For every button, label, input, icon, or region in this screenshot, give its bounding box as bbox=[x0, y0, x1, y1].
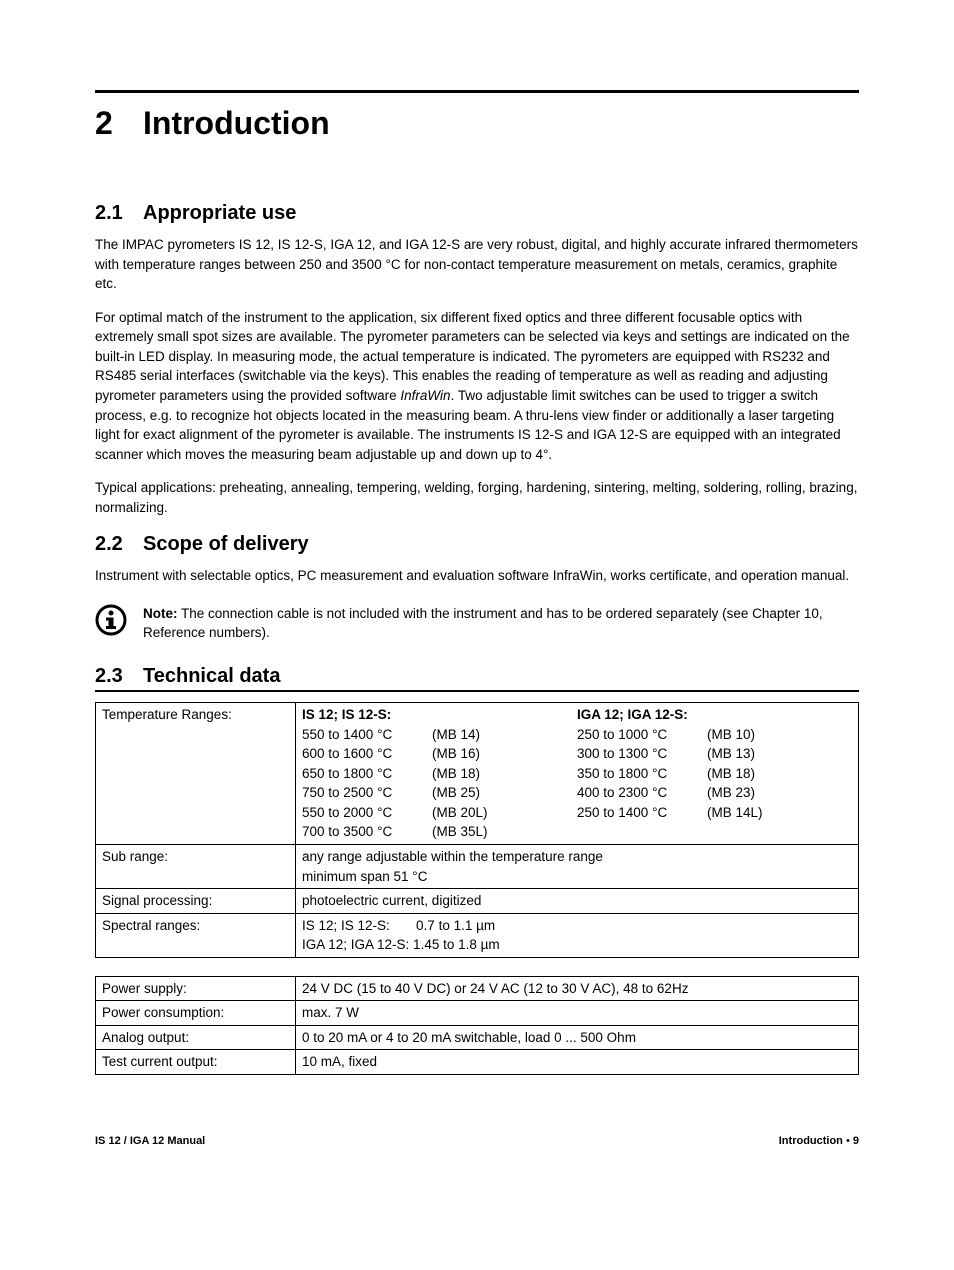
section-2-1-heading: 2.1Appropriate use bbox=[95, 202, 859, 225]
section-2-3-heading: 2.3Technical data bbox=[95, 665, 859, 692]
table-row: Test current output: 10 mA, fixed bbox=[96, 1050, 859, 1075]
footer-right: Introduction • 9 bbox=[779, 1135, 859, 1147]
spec-label: Analog output: bbox=[96, 1025, 296, 1050]
table-row: Sub range: any range adjustable within t… bbox=[96, 844, 859, 888]
section-title: Appropriate use bbox=[143, 202, 296, 224]
paragraph: The IMPAC pyrometers IS 12, IS 12-S, IGA… bbox=[95, 235, 859, 294]
section-title: Technical data bbox=[143, 665, 280, 687]
table-row: Spectral ranges: IS 12; IS 12-S: 0.7 to … bbox=[96, 913, 859, 957]
spec-line: IS 12; IS 12-S: 0.7 to 1.1 µm bbox=[302, 916, 852, 936]
range-row: 550 to 2000 °C(MB 20L) bbox=[302, 803, 577, 823]
range-temp: 750 to 2500 °C bbox=[302, 783, 432, 803]
spec-value: photoelectric current, digitized bbox=[296, 889, 859, 914]
range-row: 300 to 1300 °C(MB 13) bbox=[577, 744, 852, 764]
info-icon bbox=[95, 604, 127, 636]
spec-line: IGA 12; IGA 12-S: 1.45 to 1.8 µm bbox=[302, 935, 852, 955]
note-block: Note: The connection cable is not includ… bbox=[95, 604, 859, 643]
spec-label: Sub range: bbox=[96, 844, 296, 888]
spec-label: Signal processing: bbox=[96, 889, 296, 914]
range-row: 650 to 1800 °C(MB 18) bbox=[302, 764, 577, 784]
software-name: InfraWin bbox=[400, 388, 450, 403]
range-temp: 300 to 1300 °C bbox=[577, 744, 707, 764]
chapter-heading: 2Introduction bbox=[95, 105, 859, 142]
technical-data-table-1: Temperature Ranges: IS 12; IS 12-S: 550 … bbox=[95, 702, 859, 958]
footer-section: Introduction bbox=[779, 1135, 843, 1147]
range-temp: 650 to 1800 °C bbox=[302, 764, 432, 784]
page-footer: IS 12 / IGA 12 Manual Introduction • 9 bbox=[95, 1135, 859, 1147]
section-2-2-heading: 2.2Scope of delivery bbox=[95, 533, 859, 556]
range-temp: 400 to 2300 °C bbox=[577, 783, 707, 803]
table-row: Power consumption: max. 7 W bbox=[96, 1001, 859, 1026]
range-mb: (MB 14L) bbox=[707, 803, 787, 823]
range-temp: 700 to 3500 °C bbox=[302, 822, 432, 842]
table-row: Temperature Ranges: IS 12; IS 12-S: 550 … bbox=[96, 703, 859, 845]
range-mb: (MB 14) bbox=[432, 725, 512, 745]
range-temp: 550 to 2000 °C bbox=[302, 803, 432, 823]
range-temp: 250 to 1400 °C bbox=[577, 803, 707, 823]
note-body: The connection cable is not included wit… bbox=[143, 606, 823, 641]
range-row: 550 to 1400 °C(MB 14) bbox=[302, 725, 577, 745]
range-temp: 250 to 1000 °C bbox=[577, 725, 707, 745]
range-header: IS 12; IS 12-S: bbox=[302, 705, 577, 725]
footer-sep: • bbox=[843, 1135, 853, 1147]
range-temp: 600 to 1600 °C bbox=[302, 744, 432, 764]
spec-value: 24 V DC (15 to 40 V DC) or 24 V AC (12 t… bbox=[296, 976, 859, 1001]
spec-value: 10 mA, fixed bbox=[296, 1050, 859, 1075]
table-row: Power supply: 24 V DC (15 to 40 V DC) or… bbox=[96, 976, 859, 1001]
range-temp: 550 to 1400 °C bbox=[302, 725, 432, 745]
spec-line: minimum span 51 °C bbox=[302, 867, 852, 887]
note-label: Note: bbox=[143, 606, 178, 621]
chapter-title: Introduction bbox=[143, 105, 330, 141]
paragraph: For optimal match of the instrument to t… bbox=[95, 308, 859, 465]
range-mb: (MB 35L) bbox=[432, 822, 512, 842]
range-mb: (MB 20L) bbox=[432, 803, 512, 823]
range-mb: (MB 16) bbox=[432, 744, 512, 764]
section-number: 2.3 bbox=[95, 665, 143, 688]
footer-left: IS 12 / IGA 12 Manual bbox=[95, 1135, 205, 1147]
section-number: 2.1 bbox=[95, 202, 143, 225]
range-row: 600 to 1600 °C(MB 16) bbox=[302, 744, 577, 764]
range-row: 350 to 1800 °C(MB 18) bbox=[577, 764, 852, 784]
range-mb: (MB 18) bbox=[432, 764, 512, 784]
technical-data-table-2: Power supply: 24 V DC (15 to 40 V DC) or… bbox=[95, 976, 859, 1075]
top-rule bbox=[95, 90, 859, 93]
spec-label: Power supply: bbox=[96, 976, 296, 1001]
spec-label: Test current output: bbox=[96, 1050, 296, 1075]
table-row: Signal processing: photoelectric current… bbox=[96, 889, 859, 914]
spec-value: max. 7 W bbox=[296, 1001, 859, 1026]
paragraph: Typical applications: preheating, anneal… bbox=[95, 478, 859, 517]
table-row: Analog output: 0 to 20 mA or 4 to 20 mA … bbox=[96, 1025, 859, 1050]
spec-value: IS 12; IS 12-S: 0.7 to 1.1 µm IGA 12; IG… bbox=[296, 913, 859, 957]
range-row: 250 to 1400 °C(MB 14L) bbox=[577, 803, 852, 823]
section-title: Scope of delivery bbox=[143, 533, 309, 555]
range-mb: (MB 18) bbox=[707, 764, 787, 784]
range-row: 250 to 1000 °C(MB 10) bbox=[577, 725, 852, 745]
spec-value: IS 12; IS 12-S: 550 to 1400 °C(MB 14) 60… bbox=[296, 703, 859, 845]
spec-label: Spectral ranges: bbox=[96, 913, 296, 957]
range-mb: (MB 23) bbox=[707, 783, 787, 803]
paragraph: Instrument with selectable optics, PC me… bbox=[95, 566, 859, 586]
note-text: Note: The connection cable is not includ… bbox=[143, 604, 859, 643]
range-row: 400 to 2300 °C(MB 23) bbox=[577, 783, 852, 803]
range-mb: (MB 10) bbox=[707, 725, 787, 745]
range-header: IGA 12; IGA 12-S: bbox=[577, 705, 852, 725]
range-temp: 350 to 1800 °C bbox=[577, 764, 707, 784]
spec-line: any range adjustable within the temperat… bbox=[302, 847, 852, 867]
spec-label: Power consumption: bbox=[96, 1001, 296, 1026]
range-row: 700 to 3500 °C(MB 35L) bbox=[302, 822, 577, 842]
section-number: 2.2 bbox=[95, 533, 143, 556]
footer-page: 9 bbox=[853, 1135, 859, 1147]
chapter-number: 2 bbox=[95, 105, 143, 142]
spec-value: 0 to 20 mA or 4 to 20 mA switchable, loa… bbox=[296, 1025, 859, 1050]
spec-value: any range adjustable within the temperat… bbox=[296, 844, 859, 888]
range-mb: (MB 13) bbox=[707, 744, 787, 764]
spec-label: Temperature Ranges: bbox=[96, 703, 296, 845]
range-row: 750 to 2500 °C(MB 25) bbox=[302, 783, 577, 803]
range-mb: (MB 25) bbox=[432, 783, 512, 803]
